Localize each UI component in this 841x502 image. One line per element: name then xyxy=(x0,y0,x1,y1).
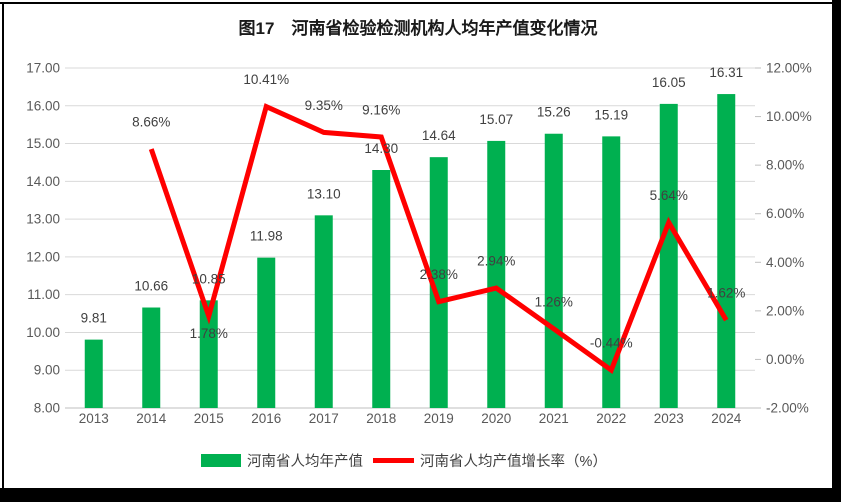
x-axis-label-2016: 2016 xyxy=(251,411,281,426)
x-axis-label-2019: 2019 xyxy=(424,411,454,426)
bar-2016 xyxy=(257,257,276,408)
y-axis-right-tick-label: 0.00% xyxy=(766,352,804,367)
line-label-2022: -0.44% xyxy=(590,336,633,351)
y-axis-left-tick-label: 10.00 xyxy=(26,325,60,340)
bar-label-2024: 16.31 xyxy=(709,65,743,80)
y-axis-right-tick-label: 4.00% xyxy=(766,255,804,270)
y-axis-left-tick-label: 13.00 xyxy=(26,212,60,227)
bar-label-2017: 13.10 xyxy=(307,186,341,201)
bar-label-2018: 14.30 xyxy=(364,141,398,156)
chart-legend: 河南省人均年产值 河南省人均产值增长率（%） xyxy=(4,450,804,471)
bar-2013 xyxy=(84,339,103,408)
line-label-2014: 8.66% xyxy=(132,115,170,130)
x-axis-label-2021: 2021 xyxy=(539,411,569,426)
y-axis-left-tick-label: 12.00 xyxy=(26,249,60,264)
bar-2018 xyxy=(372,170,391,408)
x-axis-label-2024: 2024 xyxy=(711,411,742,426)
line-label-2016: 10.41% xyxy=(243,72,289,87)
bar-label-2021: 15.26 xyxy=(537,105,571,120)
bar-2020 xyxy=(487,140,506,408)
line-label-2015: 1.78% xyxy=(190,326,228,341)
line-label-2020: 2.94% xyxy=(477,254,515,269)
y-axis-right-tick-label: 6.00% xyxy=(766,206,804,221)
bar-label-2019: 14.64 xyxy=(422,128,456,143)
line-label-2021: 1.26% xyxy=(535,294,573,309)
scan-border-top xyxy=(0,2,841,4)
x-axis-label-2013: 2013 xyxy=(79,411,109,426)
bar-label-2014: 10.66 xyxy=(134,279,168,294)
bar-label-2023: 16.05 xyxy=(652,75,686,90)
y-axis-left-tick-label: 16.00 xyxy=(26,98,60,113)
x-axis-label-2020: 2020 xyxy=(481,411,511,426)
legend-item-line-series: 河南省人均产值增长率（%） xyxy=(363,450,607,471)
x-axis-label-2014: 2014 xyxy=(136,411,167,426)
y-axis-right-tick-label: 10.00% xyxy=(766,109,812,124)
y-axis-left-tick-label: 15.00 xyxy=(26,136,60,151)
scan-border-left xyxy=(2,2,4,488)
bar-2015 xyxy=(199,300,218,408)
x-axis-label-2018: 2018 xyxy=(366,411,396,426)
bar-2019 xyxy=(429,157,448,408)
bar-2021 xyxy=(544,133,563,408)
x-axis-label-2017: 2017 xyxy=(309,411,339,426)
bar-label-2020: 15.07 xyxy=(479,112,513,127)
y-axis-left-tick-label: 8.00 xyxy=(34,401,60,416)
legend-label-line-series: 河南省人均产值增长率（%） xyxy=(420,454,607,470)
line-series-swatch-icon xyxy=(373,458,415,463)
y-axis-right-tick-label: -2.00% xyxy=(766,401,809,416)
legend-item-bar-series: 河南省人均年产值 xyxy=(201,450,363,471)
line-label-2018: 9.16% xyxy=(362,102,400,117)
y-axis-left-tick-label: 9.00 xyxy=(34,363,60,378)
bar-2022 xyxy=(602,136,621,408)
bar-label-2022: 15.19 xyxy=(594,107,628,122)
scan-border-bottom xyxy=(0,488,841,502)
bar-2017 xyxy=(314,215,333,408)
line-label-2024: 1.62% xyxy=(707,286,745,301)
x-axis-label-2022: 2022 xyxy=(596,411,626,426)
line-label-2023: 5.64% xyxy=(650,188,688,203)
bar-2024 xyxy=(717,94,736,409)
y-axis-left-tick-label: 14.00 xyxy=(26,174,60,189)
bar-series-swatch-icon xyxy=(201,454,242,467)
bar-2014 xyxy=(142,307,161,408)
growth-rate-line xyxy=(148,103,729,375)
line-label-2017: 9.35% xyxy=(305,98,343,113)
bar-2023 xyxy=(659,103,678,408)
bar-label-2013: 9.81 xyxy=(81,311,107,326)
line-label-2019: 2.38% xyxy=(420,267,458,282)
scan-border-right xyxy=(832,0,841,502)
chart-title: 图17 河南省检验检测机构人均年产值变化情况 xyxy=(238,19,598,38)
bar-label-2016: 11.98 xyxy=(250,229,283,244)
x-axis-label-2023: 2023 xyxy=(654,411,684,426)
x-axis-label-2015: 2015 xyxy=(194,411,224,426)
legend-label-bar-series: 河南省人均年产值 xyxy=(247,454,364,470)
y-axis-right-tick-label: 8.00% xyxy=(766,158,804,173)
y-axis-left-tick-label: 17.00 xyxy=(26,61,60,76)
y-axis-left-tick-label: 11.00 xyxy=(27,287,60,302)
y-axis-right-tick-label: 2.00% xyxy=(766,303,804,318)
bar-label-2015: 10.85 xyxy=(192,271,226,286)
y-axis-right-tick-label: 12.00% xyxy=(766,61,812,76)
